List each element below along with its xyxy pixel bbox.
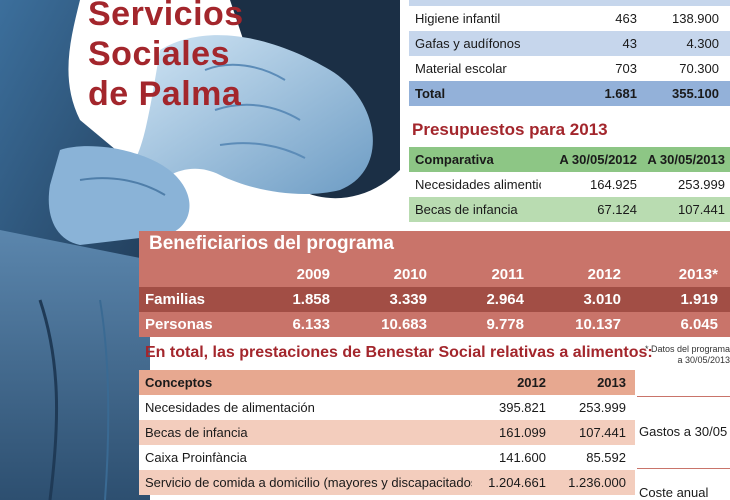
row-label: Caixa Proinfància xyxy=(145,450,247,465)
row-label: Familias xyxy=(145,291,206,308)
table-row: Caixa Proinfància 141.600 85.592 xyxy=(139,445,635,470)
budget-table: Comparativa A 30/05/2012 A 30/05/2013 Ne… xyxy=(409,147,730,222)
beneficiaries-years-row: 2009 2010 2011 2012 2013* xyxy=(139,262,730,287)
footnote: * Datos del programa a 30/05/2013 xyxy=(644,344,730,365)
row-value: 10.683 xyxy=(381,316,427,333)
row-value-2013: 107.441 xyxy=(678,202,725,217)
row-value: 2.964 xyxy=(486,291,524,308)
row-value: 3.339 xyxy=(389,291,427,308)
row-value-2013: 253.999 xyxy=(579,400,626,415)
row-count: 703 xyxy=(615,61,637,76)
row-value-2012: 164.925 xyxy=(590,177,637,192)
headline-line-2: Sociales xyxy=(88,35,230,73)
year-label: 2009 xyxy=(296,266,330,283)
row-count: 463 xyxy=(615,11,637,26)
row-value-2013: 85.592 xyxy=(586,450,626,465)
row-label: Gafas y audífonos xyxy=(415,36,521,51)
row-value-2012: 141.600 xyxy=(499,450,546,465)
side-label-coste: Coste anual xyxy=(637,468,730,500)
header-2012: A 30/05/2012 xyxy=(559,152,637,167)
beneficiaries-panel: Beneficiarios del programa 2009 2010 201… xyxy=(139,231,730,337)
row-value: 3.010 xyxy=(583,291,621,308)
table-row: Necesidades de alimentación 395.821 253.… xyxy=(139,395,635,420)
row-value: 9.778 xyxy=(486,316,524,333)
table-row: Higiene infantil 463 138.900 xyxy=(409,6,730,31)
row-value-2012: 161.099 xyxy=(499,425,546,440)
row-value-2012: 67.124 xyxy=(597,202,637,217)
total-benefits-title: En total, las prestaciones de Benestar S… xyxy=(145,344,653,361)
row-label: Higiene infantil xyxy=(415,11,501,26)
row-label: Personas xyxy=(145,316,213,333)
year-label: 2011 xyxy=(491,266,524,283)
row-amount: 70.300 xyxy=(679,61,719,76)
beneficiaries-row-familias: Familias 1.858 3.339 2.964 3.010 1.919 xyxy=(139,287,730,312)
row-value: 1.858 xyxy=(292,291,330,308)
table-header: Comparativa A 30/05/2012 A 30/05/2013 xyxy=(409,147,730,172)
header-comparativa: Comparativa xyxy=(415,152,494,167)
products-table: Higiene infantil 463 138.900 Gafas y aud… xyxy=(409,0,730,106)
table-top-edge xyxy=(409,0,730,6)
headline-line-1: Servicios xyxy=(88,0,244,33)
year-label: 2010 xyxy=(393,266,427,283)
row-label: Servicio de comida a domicilio (mayores … xyxy=(145,475,472,490)
beneficiaries-title: Beneficiarios del programa xyxy=(149,233,394,254)
table-row: Material escolar 703 70.300 xyxy=(409,56,730,81)
row-value-2013: 253.999 xyxy=(678,177,725,192)
table-row: Servicio de comida a domicilio (mayores … xyxy=(139,470,635,495)
benefits-table: Conceptos 2012 2013 Necesidades de alime… xyxy=(139,370,635,495)
header-2012: 2012 xyxy=(517,375,546,390)
row-value: 10.137 xyxy=(575,316,621,333)
row-label: Necesidades alimenticias xyxy=(415,177,541,192)
row-value: 6.133 xyxy=(292,316,330,333)
year-label: 2013* xyxy=(678,266,718,283)
row-label: Becas de infancia xyxy=(415,202,518,217)
row-value: 1.919 xyxy=(680,291,718,308)
row-amount: 138.900 xyxy=(672,11,719,26)
row-label: Necesidades de alimentación xyxy=(145,400,315,415)
total-amount: 355.100 xyxy=(672,86,719,101)
row-value-2013: 107.441 xyxy=(579,425,626,440)
headline: Servicios Sociales de Palma xyxy=(88,0,244,114)
beneficiaries-row-personas: Personas 6.133 10.683 9.778 10.137 6.045 xyxy=(139,312,730,337)
row-value-2012: 395.821 xyxy=(499,400,546,415)
row-label: Becas de infancia xyxy=(145,425,248,440)
total-count: 1.681 xyxy=(604,86,637,101)
row-amount: 4.300 xyxy=(686,36,719,51)
header-2013: A 30/05/2013 xyxy=(647,152,725,167)
row-value-2012: 1.204.661 xyxy=(488,475,546,490)
table-row: Gafas y audífonos 43 4.300 xyxy=(409,31,730,56)
header-conceptos: Conceptos xyxy=(145,375,213,390)
year-label: 2012 xyxy=(587,266,621,283)
table-total-row: Total 1.681 355.100 xyxy=(409,81,730,106)
budget-title: Presupuestos para 2013 xyxy=(412,120,608,139)
row-count: 43 xyxy=(622,36,637,51)
photo-illustration xyxy=(0,0,400,500)
table-header: Conceptos 2012 2013 xyxy=(139,370,635,395)
headline-line-3: de Palma xyxy=(88,75,242,113)
table-row: Becas de infancia 67.124 107.441 xyxy=(409,197,730,222)
row-value: 6.045 xyxy=(680,316,718,333)
row-label: Material escolar xyxy=(415,61,507,76)
table-row: Becas de infancia 161.099 107.441 xyxy=(139,420,635,445)
total-label: Total xyxy=(415,86,446,101)
header-2013: 2013 xyxy=(597,375,626,390)
row-value-2013: 1.236.000 xyxy=(568,475,626,490)
side-label-gastos: Gastos a 30/05 xyxy=(637,396,730,466)
table-row: Necesidades alimenticias 164.925 253.999 xyxy=(409,172,730,197)
